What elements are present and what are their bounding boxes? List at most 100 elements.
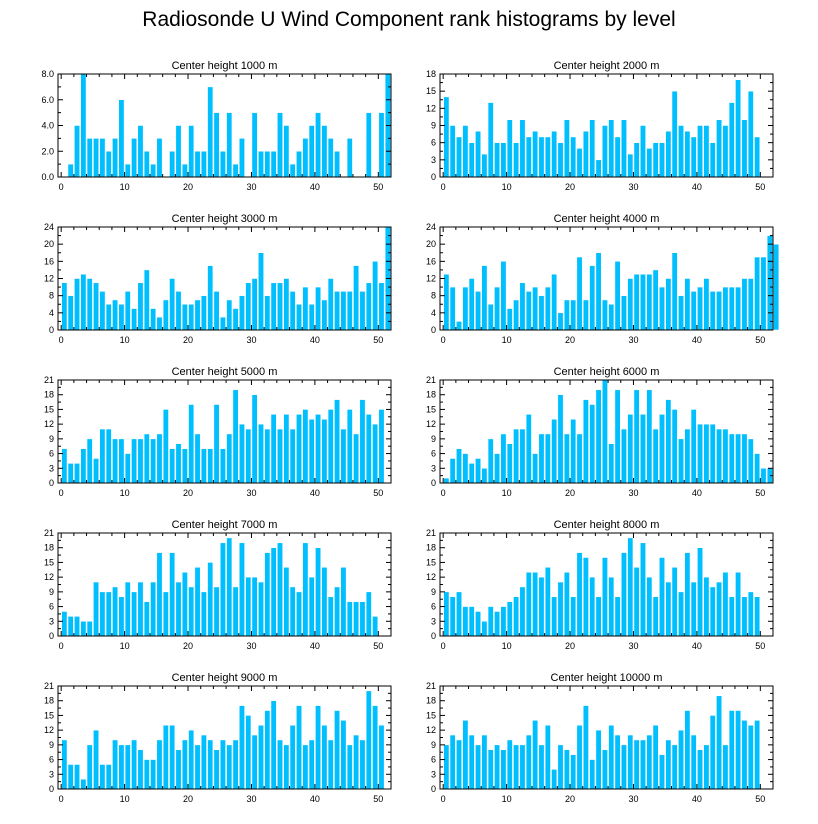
histogram-bar (544, 433, 551, 484)
histogram-bar (239, 542, 245, 637)
panel-title: Center height 8000 m (554, 519, 660, 531)
histogram-bar (264, 151, 271, 178)
histogram-bar (175, 291, 182, 331)
histogram-bar (513, 428, 520, 484)
histogram-bar (283, 278, 290, 331)
y-tick-label: 12 (44, 572, 54, 582)
histogram-bar (684, 710, 691, 790)
histogram-bar (86, 278, 93, 331)
y-tick-label: 8.0 (41, 69, 54, 79)
y-tick-label: 6 (431, 449, 436, 459)
histogram-bar (131, 308, 138, 331)
y-tick-label: 20 (426, 239, 436, 249)
histogram-bar (105, 151, 112, 178)
histogram-bar (200, 591, 207, 637)
histogram-bar (340, 720, 347, 790)
histogram-bar (627, 734, 634, 790)
histogram-bar (582, 399, 589, 484)
x-tick-label: 30 (628, 182, 638, 192)
histogram-bar (652, 269, 659, 331)
histogram-bar (538, 744, 545, 790)
y-tick-label: 15 (426, 557, 436, 567)
x-tick-label: 40 (310, 182, 320, 192)
histogram-bar (188, 404, 195, 484)
x-tick-label: 30 (246, 488, 256, 498)
y-tick-label: 4 (431, 308, 436, 318)
panel-title: Center height 10000 m (551, 672, 663, 684)
histogram-bar (283, 567, 290, 637)
histogram-bar (697, 547, 703, 637)
histogram-bar (289, 428, 296, 484)
histogram-bar (67, 163, 74, 178)
x-tick-label: 0 (59, 488, 64, 498)
histogram-bar (118, 304, 125, 331)
histogram-bar (296, 151, 302, 178)
histogram-bar (321, 567, 328, 637)
x-tick-label: 0 (59, 182, 64, 192)
y-tick-label: 3 (431, 463, 436, 473)
histogram-bar (346, 409, 353, 484)
histogram-bar (671, 252, 678, 331)
histogram-bar (93, 282, 99, 331)
histogram-bar (378, 724, 385, 790)
histogram-bar (188, 125, 195, 178)
histogram-bar (576, 552, 583, 637)
x-tick-label: 50 (755, 488, 765, 498)
histogram-bar (576, 256, 583, 331)
histogram-bar (633, 389, 640, 484)
histogram-bar (709, 586, 716, 637)
histogram-bar (93, 458, 99, 484)
histogram-bar (589, 265, 596, 331)
histogram-bar (468, 734, 475, 790)
histogram-bar (532, 720, 539, 790)
histogram-bar (716, 291, 722, 331)
histogram-bar (150, 581, 157, 637)
histogram-bar (684, 552, 691, 637)
histogram-bar (652, 724, 659, 790)
histogram-bar (169, 448, 176, 484)
histogram-bar (251, 394, 258, 484)
panel-title: Center height 1000 m (172, 60, 278, 72)
x-tick-label: 10 (502, 488, 512, 498)
y-tick-label: 3 (431, 616, 436, 626)
histogram-bar (219, 316, 226, 331)
histogram-bar (74, 125, 80, 178)
histogram-bar (93, 138, 99, 178)
histogram-bar (652, 428, 659, 484)
histogram-bar (258, 151, 264, 178)
histogram-bar (703, 278, 710, 331)
x-tick-label: 40 (310, 488, 320, 498)
histogram-bar (245, 282, 252, 331)
histogram-bar (181, 448, 188, 484)
histogram-bar (353, 433, 360, 484)
histogram-bar (754, 453, 761, 484)
x-tick-label: 20 (183, 182, 193, 192)
histogram-bar (443, 477, 450, 484)
y-tick-label: 3 (431, 155, 436, 165)
figure-title: Radiosonde U Wind Component rank histogr… (142, 8, 676, 31)
histogram-bar (601, 379, 608, 484)
histogram-bar (270, 151, 277, 178)
histogram-bar (93, 729, 99, 790)
y-tick-label: 21 (44, 681, 54, 691)
histogram-panel: Center height 4000 m 0 4 8 12 16 20 24 0 10 20 30 40… (426, 213, 780, 345)
panel-title: Center height 6000 m (554, 366, 660, 378)
histogram-bar (703, 423, 710, 484)
y-tick-label: 21 (426, 528, 436, 538)
histogram-bar (270, 700, 277, 790)
histogram-bar (735, 79, 742, 178)
histogram-bar (582, 557, 589, 637)
histogram-bar (494, 142, 501, 178)
histogram-bar (741, 433, 748, 484)
histogram-bar (544, 136, 551, 178)
histogram-bar (308, 125, 315, 178)
x-tick-label: 50 (755, 182, 765, 192)
histogram-bar (315, 547, 321, 637)
histogram-bar (589, 119, 596, 178)
histogram-bar (334, 710, 341, 790)
histogram-bar (340, 428, 347, 484)
histogram-bar (525, 136, 532, 178)
histogram-bar (601, 125, 608, 178)
x-tick-label: 0 (59, 641, 64, 651)
histogram-bar (481, 153, 488, 178)
